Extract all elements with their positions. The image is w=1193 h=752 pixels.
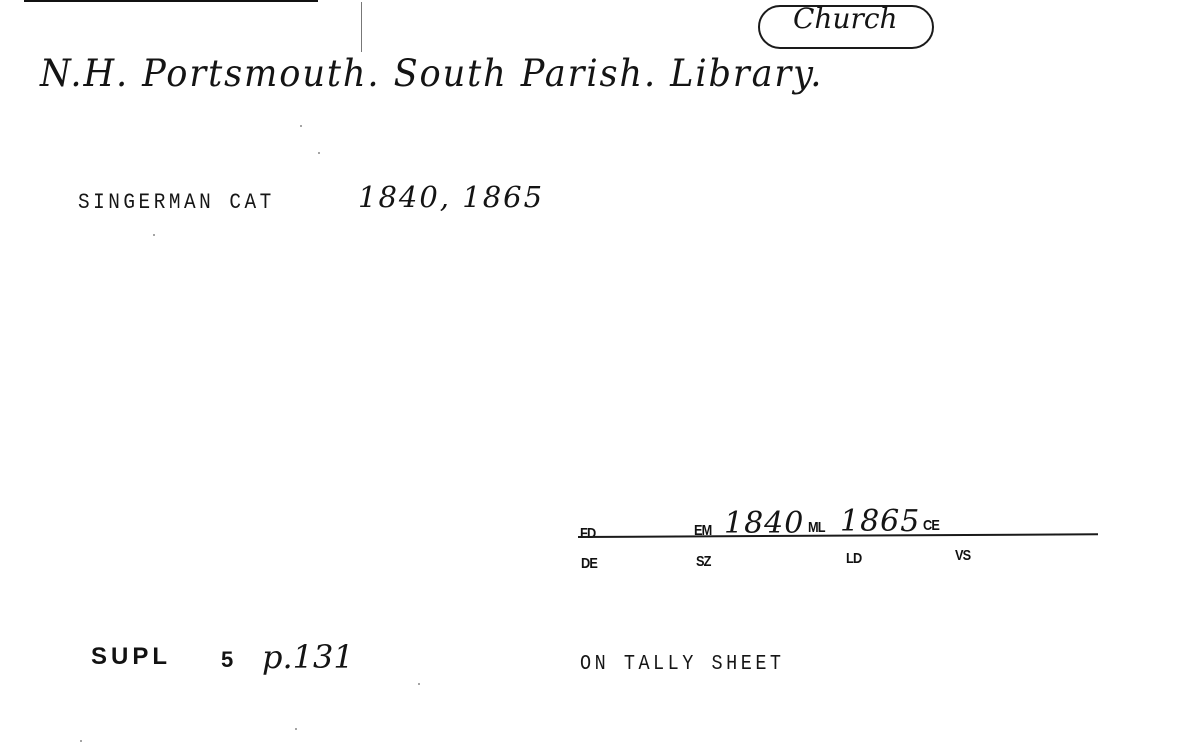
scan-speck [318,152,320,154]
church-tag-oval [758,5,934,49]
supplement-handwritten: p.131 [262,638,354,676]
field-ld-label: LD [846,550,862,567]
tally-note: ON TALLY SHEET [580,653,785,676]
scan-speck [80,740,82,742]
field-ce-label: CE [923,517,940,534]
field-ml-value: 1865 [840,504,921,539]
field-vs-label: VS [955,547,971,564]
catalog-years: 1840, 1865 [358,180,545,214]
library-name: N.H. Portsmouth. South Parish. Library. [40,52,824,95]
field-sz-label: SZ [696,553,711,570]
field-de-label: DE [581,555,598,572]
supplement-number: 5 [221,647,234,672]
supplement-label: SUPL [91,643,172,670]
field-ml-label: ML [808,519,826,536]
scan-speck [300,125,302,127]
form-divider-line [577,533,1098,538]
church-tag-label: Church [793,2,898,35]
scan-speck [295,728,297,730]
scan-edge-rule [24,0,318,2]
scan-speck [418,683,420,685]
scan-speck [153,234,155,236]
field-fd-label: FD [580,525,596,542]
scan-edge-tick [361,2,362,52]
catalog-label: SINGERMAN CAT [78,190,275,215]
